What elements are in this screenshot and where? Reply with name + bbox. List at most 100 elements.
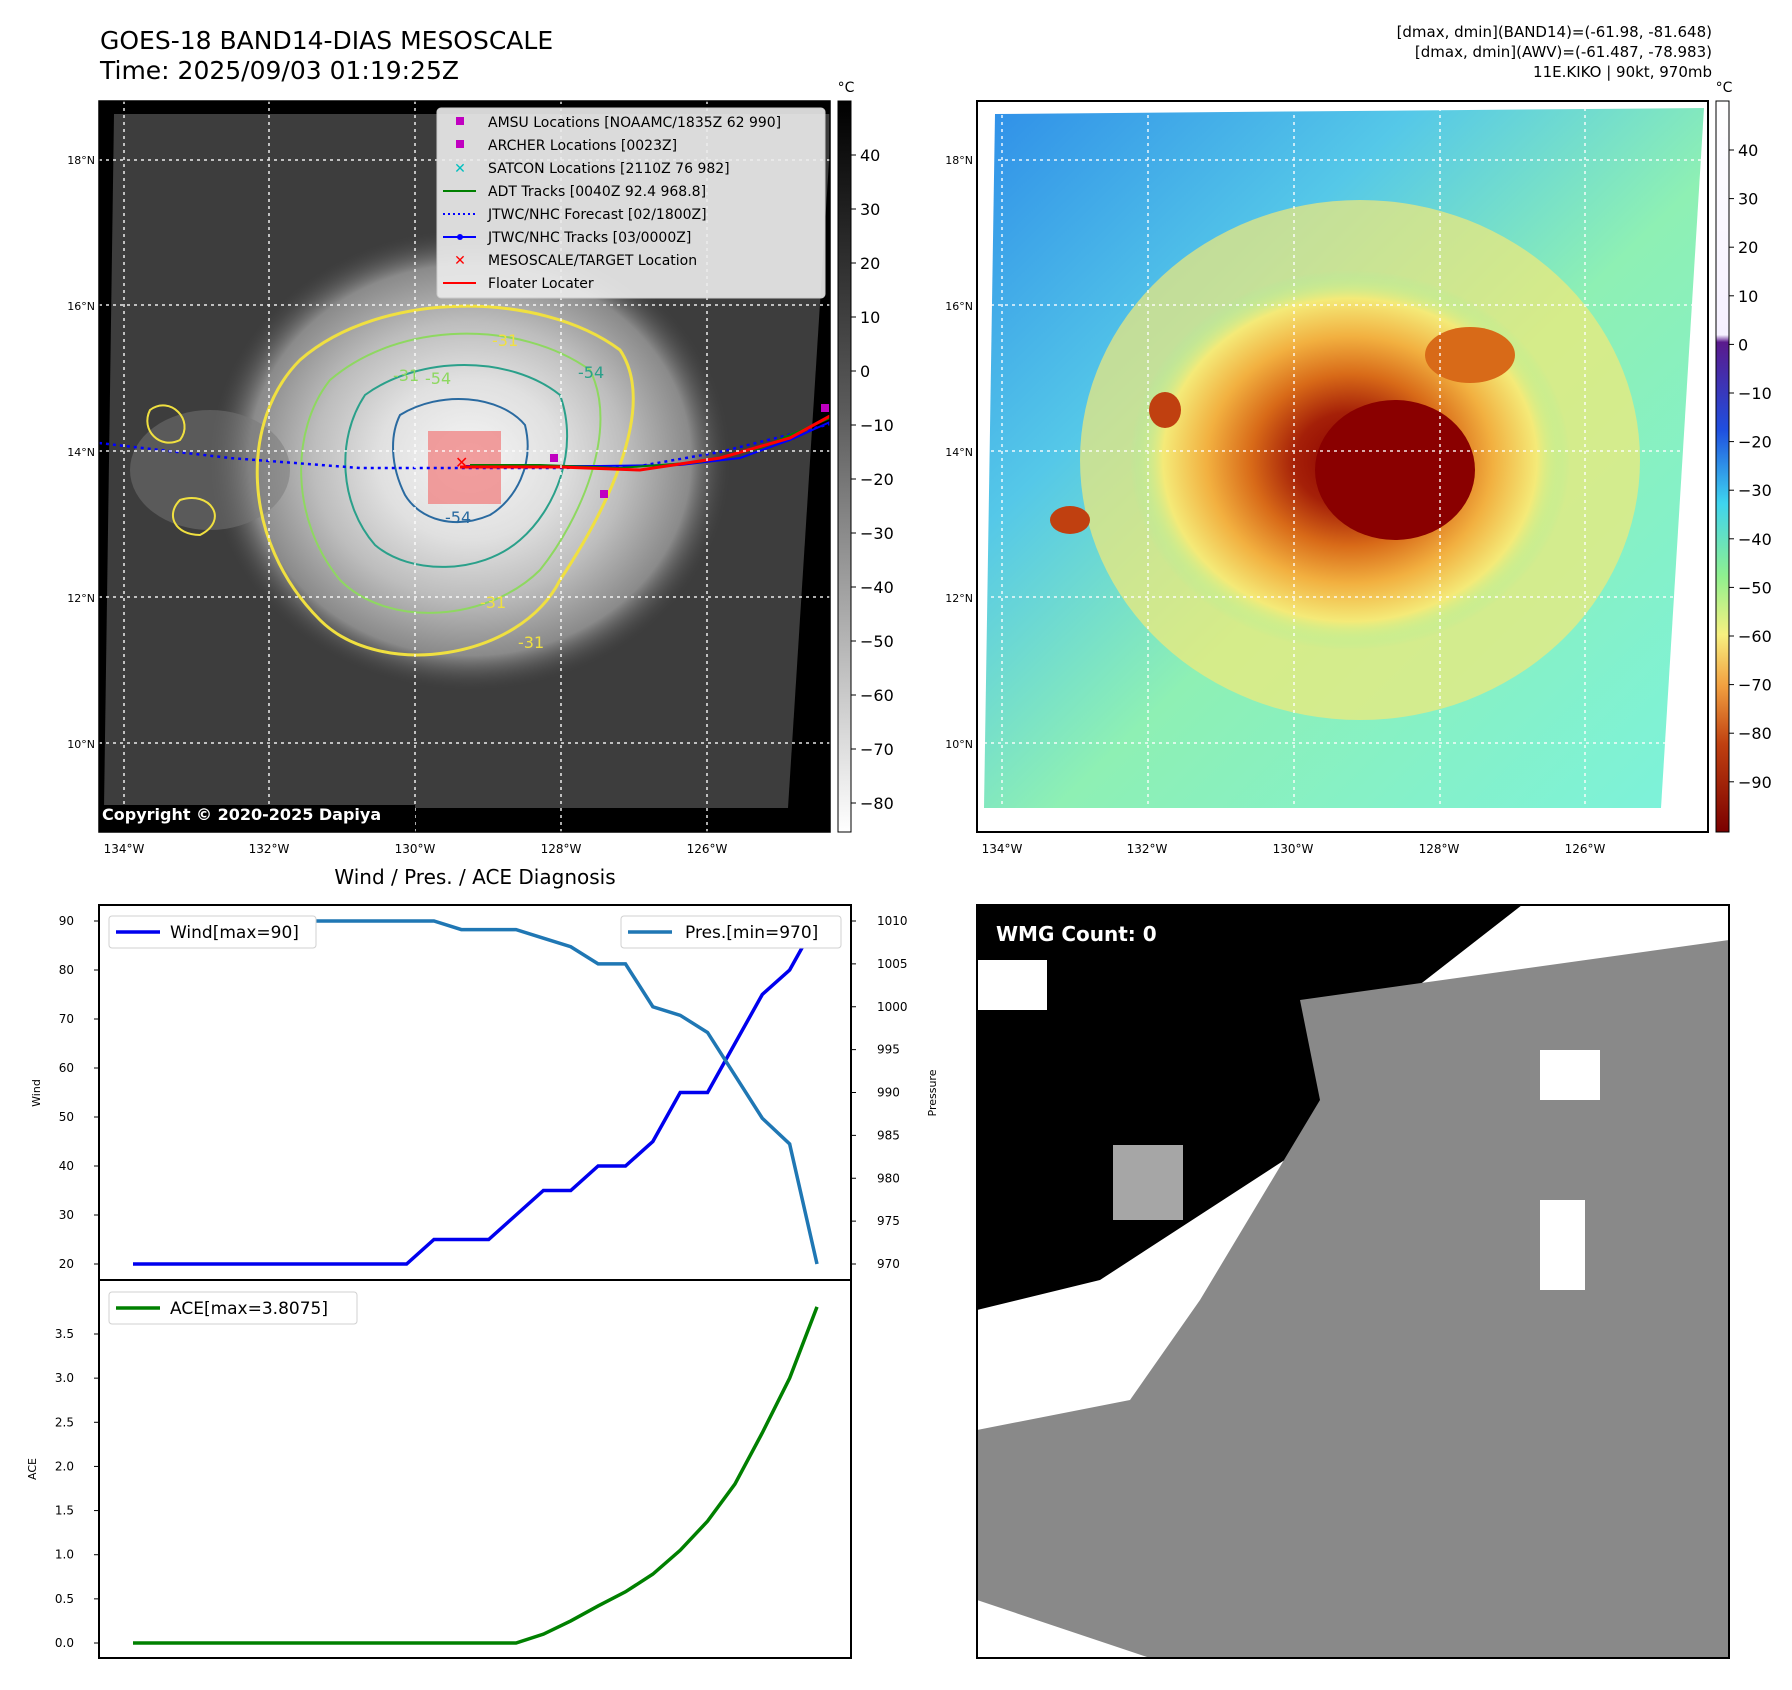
title-line-1: GOES-18 BAND14-DIAS MESOSCALE	[100, 26, 554, 55]
figure-info: [dmax, dmin](BAND14)=(-61.98, -81.648) […	[1397, 22, 1712, 82]
ir-map-panel: ✕ -31	[67, 80, 894, 856]
contour-label: -54	[445, 508, 471, 527]
ir-grid	[99, 101, 830, 832]
awv-colorbar-tick-label: −60	[1738, 627, 1772, 646]
ir-colorbar-tick-label: −30	[860, 524, 894, 543]
ir-legend: AMSU Locations [NOAAMC/1835Z 62 990] ARCH…	[436, 107, 826, 299]
contour-label: -31	[393, 366, 419, 385]
pressure-tick-label: 995	[877, 1043, 900, 1057]
ace-tick-label: 3.0	[55, 1371, 74, 1385]
awv-colorbar-tick-label: −90	[1738, 773, 1772, 792]
awv-colorbar-tick-label: −70	[1738, 676, 1772, 695]
lon-tick-label: 126°W	[687, 842, 728, 856]
legend-item-label: ADT Tracks [0040Z 92.4 968.8]	[488, 184, 706, 200]
wmg-gray-patch	[1113, 1145, 1183, 1220]
pressure-tick-label: 985	[877, 1128, 900, 1142]
wind-legend: Wind[max=90]	[108, 915, 317, 949]
ir-map-frame	[98, 100, 831, 833]
ir-colorbar-tick-label: 0	[860, 362, 870, 381]
wmg-white-patch	[1540, 1200, 1585, 1290]
awv-cell	[1425, 327, 1515, 383]
ir-colorbar-tick-label: 10	[860, 308, 880, 327]
awv-cell	[1050, 506, 1090, 534]
ir-colorbar-tick-label: −10	[860, 416, 894, 435]
lon-tick-label: 132°W	[1127, 842, 1168, 856]
copyright-text: Copyright © 2020-2025 Dapiya	[102, 805, 382, 824]
info-line-2: [dmax, dmin](AWV)=(-61.487, -78.983)	[1414, 43, 1712, 61]
ir-colorbar-unit: °C	[838, 80, 855, 96]
contour-yellow	[255, 304, 635, 657]
wind-tick-label: 70	[59, 1012, 74, 1026]
wind-tick-label: 90	[59, 914, 74, 928]
contour-label: -54	[425, 369, 451, 388]
legend-item-label: JTWC/NHC Tracks [03/0000Z]	[487, 230, 691, 246]
ace-tick-label: 1.0	[55, 1548, 74, 1562]
pressure-axis-label: Pressure	[926, 1069, 939, 1116]
contour-small	[171, 497, 216, 537]
pressure-tick-label: 1005	[877, 957, 908, 971]
ace-tick-label: 3.5	[55, 1327, 74, 1341]
contour-label: -54	[578, 363, 604, 382]
ace-tick-label: 0.5	[55, 1592, 74, 1606]
lat-tick-label: 14°N	[945, 446, 973, 459]
lon-tick-label: 128°W	[541, 842, 582, 856]
diagnosis-title: Wind / Pres. / ACE Diagnosis	[334, 865, 615, 889]
ir-colorbar	[837, 100, 852, 833]
lon-tick-label: 130°W	[395, 842, 436, 856]
lat-tick-label: 18°N	[67, 154, 95, 167]
pressure-tick-label: 980	[877, 1171, 900, 1185]
ir-colorbar-tick-label: −60	[860, 686, 894, 705]
ace-legend-label: ACE[max=3.8075]	[170, 1299, 328, 1319]
awv-map-frame	[976, 100, 1709, 833]
pressure-tick-label: 1010	[877, 914, 908, 928]
lat-tick-label: 16°N	[945, 300, 973, 313]
legend-marker	[456, 117, 464, 125]
ace-tick-label: 2.5	[55, 1415, 74, 1429]
awv-colorbar-tick-label: 30	[1738, 190, 1758, 209]
legend-item-label: ARCHER Locations [0023Z]	[488, 138, 677, 154]
awv-colorbar-tick-label: −40	[1738, 530, 1772, 549]
wmg-white-patch	[1540, 1050, 1600, 1100]
lat-tick-label: 10°N	[67, 738, 95, 751]
wind-tick-label: 40	[59, 1159, 74, 1173]
awv-colorbar-tick-label: 40	[1738, 141, 1758, 160]
ace-series-line	[133, 1306, 819, 1645]
lon-tick-label: 126°W	[1565, 842, 1606, 856]
wind-tick-label: 60	[59, 1061, 74, 1075]
lat-tick-label: 12°N	[945, 592, 973, 605]
lat-tick-label: 18°N	[945, 154, 973, 167]
awv-colorbar-tick-label: −10	[1738, 384, 1772, 403]
ir-colorbar-tick-label: −40	[860, 578, 894, 597]
legend-item-label: MESOSCALE/TARGET Location	[488, 253, 697, 269]
floater-track	[460, 414, 830, 472]
pressure-legend-label: Pres.[min=970]	[685, 923, 818, 943]
ace-tick-label: 0.0	[55, 1636, 74, 1650]
ir-colorbar-tick-label: 40	[860, 146, 880, 165]
amsu-marker	[550, 454, 558, 462]
ir-colorbar-tick-label: −80	[860, 794, 894, 813]
ir-colorbar-tick-label: 20	[860, 254, 880, 273]
awv-map-panel: 18°N 16°N 14°N 12°N 10°N 134°W 132°W 130°W 128°…	[945, 80, 1772, 856]
archer-marker	[600, 490, 608, 498]
pressure-tick-label: 975	[877, 1214, 900, 1228]
awv-cell	[1149, 392, 1181, 428]
info-line-3: 11E.KIKO | 90kt, 970mb	[1533, 63, 1712, 81]
lat-tick-label: 14°N	[67, 446, 95, 459]
legend-marker: ✕	[454, 161, 466, 177]
lat-tick-label: 10°N	[945, 738, 973, 751]
pressure-legend: Pres.[min=970]	[620, 915, 842, 949]
awv-eye-region	[1315, 400, 1475, 540]
awv-colorbar-tick-label: −20	[1738, 433, 1772, 452]
ir-colorbar-tick-label: −20	[860, 470, 894, 489]
title-line-2: Time: 2025/09/03 01:19:25Z	[100, 56, 459, 85]
ace-legend: ACE[max=3.8075]	[108, 1291, 358, 1325]
contour-small	[146, 404, 186, 444]
contour-label: -31	[518, 633, 544, 652]
legend-item-label: JTWC/NHC Forecast [02/1800Z]	[487, 207, 707, 223]
contour-label: -31	[492, 331, 518, 350]
awv-colorbar	[1715, 100, 1730, 833]
diagnosis-panel: Wind / Pres. / ACE Diagnosis 90 80 70 60 50 4…	[26, 865, 939, 1659]
ace-tick-label: 2.0	[55, 1459, 74, 1473]
